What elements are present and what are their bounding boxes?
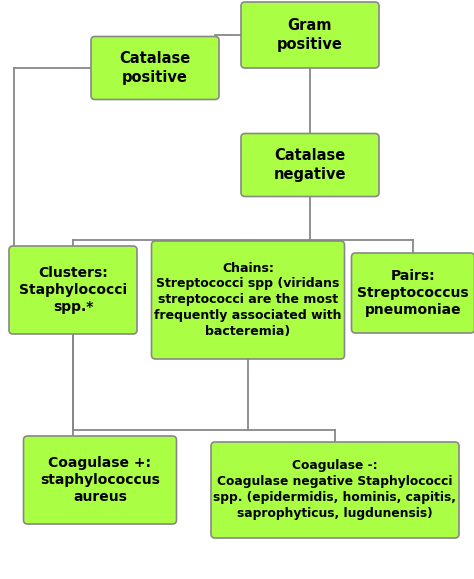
- Text: Clusters:
Staphylococci
spp.*: Clusters: Staphylococci spp.*: [19, 266, 127, 314]
- Text: Gram
positive: Gram positive: [277, 18, 343, 52]
- Text: Chains:
Streptococci spp (viridans
streptococci are the most
frequently associat: Chains: Streptococci spp (viridans strep…: [154, 262, 342, 339]
- FancyBboxPatch shape: [91, 36, 219, 100]
- FancyBboxPatch shape: [24, 436, 176, 524]
- Text: Catalase
positive: Catalase positive: [119, 51, 191, 85]
- FancyBboxPatch shape: [241, 2, 379, 68]
- Text: Coagulase -:
Coagulase negative Staphylococci
spp. (epidermidis, hominis, capiti: Coagulase -: Coagulase negative Staphylo…: [213, 460, 456, 521]
- Text: Catalase
negative: Catalase negative: [274, 148, 346, 182]
- FancyBboxPatch shape: [352, 253, 474, 333]
- FancyBboxPatch shape: [211, 442, 459, 538]
- FancyBboxPatch shape: [241, 134, 379, 196]
- FancyBboxPatch shape: [9, 246, 137, 334]
- Text: Coagulase +:
staphylococcus
aureus: Coagulase +: staphylococcus aureus: [40, 456, 160, 504]
- FancyBboxPatch shape: [152, 241, 345, 359]
- Text: Pairs:
Streptococcus
pneumoniae: Pairs: Streptococcus pneumoniae: [357, 269, 469, 317]
